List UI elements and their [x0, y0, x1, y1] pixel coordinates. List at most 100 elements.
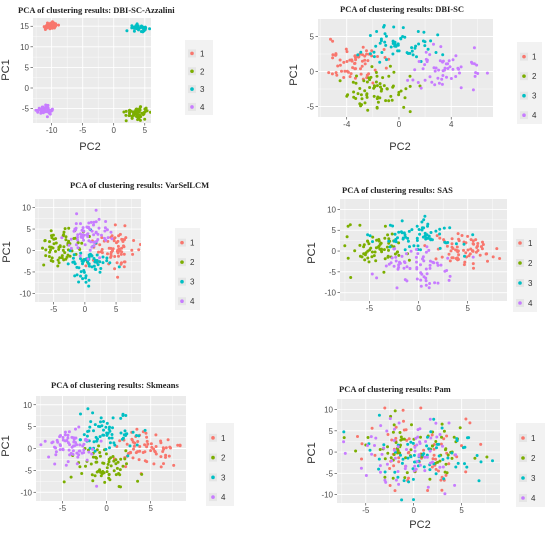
point-cluster-2	[139, 105, 143, 109]
point-cluster-2	[359, 93, 363, 97]
points-layer	[327, 24, 489, 114]
point-cluster-3	[450, 451, 454, 455]
point-cluster-4	[103, 229, 107, 233]
legend-key-4	[522, 113, 526, 118]
point-cluster-1	[478, 253, 482, 257]
point-cluster-1	[405, 438, 409, 442]
point-cluster-3	[368, 52, 372, 56]
point-cluster-1	[116, 244, 120, 248]
point-cluster-4	[448, 274, 452, 278]
point-cluster-3	[412, 244, 416, 248]
point-cluster-4	[453, 483, 457, 487]
point-cluster-1	[495, 247, 499, 251]
chart-panel-4: PCA of clustering results: SAS -5 0 5 -10 -5 0…	[306, 185, 537, 313]
point-cluster-2	[44, 248, 48, 252]
point-cluster-1	[42, 25, 46, 29]
point-cluster-4	[90, 452, 94, 456]
point-cluster-4	[427, 286, 431, 290]
point-cluster-1	[388, 467, 392, 470]
point-cluster-2	[402, 105, 406, 109]
point-cluster-1	[159, 439, 163, 443]
point-cluster-3	[405, 51, 409, 55]
point-cluster-1	[84, 264, 88, 268]
point-cluster-1	[164, 446, 168, 450]
point-cluster-2	[112, 459, 116, 463]
point-cluster-1	[338, 63, 342, 67]
point-cluster-2	[130, 114, 134, 118]
legend-label-3: 3	[190, 278, 195, 287]
point-cluster-3	[378, 41, 382, 45]
point-cluster-4	[403, 278, 407, 282]
legend-key-2	[180, 260, 184, 264]
point-cluster-1	[345, 50, 349, 54]
point-cluster-3	[105, 421, 109, 425]
point-cluster-3	[423, 44, 427, 48]
point-cluster-2	[358, 102, 362, 106]
point-cluster-3	[426, 222, 430, 226]
point-cluster-3	[389, 45, 393, 49]
point-cluster-4	[459, 65, 463, 69]
point-cluster-2	[61, 248, 65, 252]
point-cluster-1	[123, 224, 127, 228]
point-cluster-1	[486, 259, 489, 263]
point-cluster-2	[95, 470, 99, 474]
y-tick-label: 10	[22, 204, 31, 213]
point-cluster-3	[87, 253, 91, 257]
point-cluster-4	[451, 67, 455, 71]
point-cluster-4	[416, 81, 420, 84]
point-cluster-4	[441, 69, 445, 73]
point-cluster-2	[342, 436, 346, 440]
point-cluster-4	[105, 228, 109, 232]
point-cluster-2	[62, 258, 66, 262]
point-cluster-2	[391, 430, 395, 434]
point-cluster-4	[403, 467, 407, 471]
point-cluster-4	[454, 453, 457, 457]
point-cluster-4	[436, 281, 440, 285]
point-cluster-2	[57, 261, 61, 265]
point-cluster-1	[457, 237, 461, 241]
point-cluster-4	[79, 222, 82, 226]
y-axis-title: PC1	[1, 241, 13, 262]
point-cluster-1	[373, 68, 377, 72]
point-cluster-4	[428, 53, 432, 57]
chart-title: PCA of clustering results: Skmeans	[51, 380, 180, 390]
point-cluster-2	[393, 409, 397, 413]
point-cluster-1	[343, 69, 347, 73]
point-cluster-2	[365, 95, 369, 99]
point-cluster-1	[450, 245, 454, 249]
point-cluster-2	[141, 112, 145, 116]
point-cluster-3	[383, 470, 387, 474]
point-cluster-2	[371, 235, 375, 239]
point-cluster-3	[491, 459, 494, 463]
point-cluster-1	[474, 238, 478, 242]
point-cluster-2	[374, 80, 378, 84]
point-cluster-4	[405, 265, 409, 269]
point-cluster-1	[145, 445, 149, 449]
point-cluster-3	[105, 259, 109, 263]
point-cluster-3	[119, 416, 123, 420]
point-cluster-3	[429, 430, 433, 434]
point-cluster-4	[385, 462, 389, 466]
point-cluster-2	[125, 462, 128, 466]
point-cluster-4	[426, 485, 430, 489]
point-cluster-3	[121, 436, 125, 440]
point-cluster-1	[472, 266, 475, 270]
point-cluster-1	[116, 250, 120, 254]
point-cluster-4	[375, 276, 379, 280]
point-cluster-1	[338, 58, 342, 62]
point-cluster-3	[409, 455, 413, 459]
point-cluster-2	[95, 448, 99, 452]
point-cluster-2	[124, 113, 128, 117]
point-cluster-2	[121, 464, 125, 468]
point-cluster-4	[97, 217, 101, 221]
point-cluster-4	[64, 463, 68, 467]
point-cluster-1	[397, 456, 401, 460]
point-cluster-2	[67, 226, 71, 230]
point-cluster-4	[485, 71, 489, 75]
point-cluster-2	[452, 435, 456, 439]
point-cluster-4	[418, 463, 422, 467]
point-cluster-3	[410, 228, 414, 232]
point-cluster-1	[479, 245, 483, 249]
point-cluster-2	[401, 437, 405, 441]
